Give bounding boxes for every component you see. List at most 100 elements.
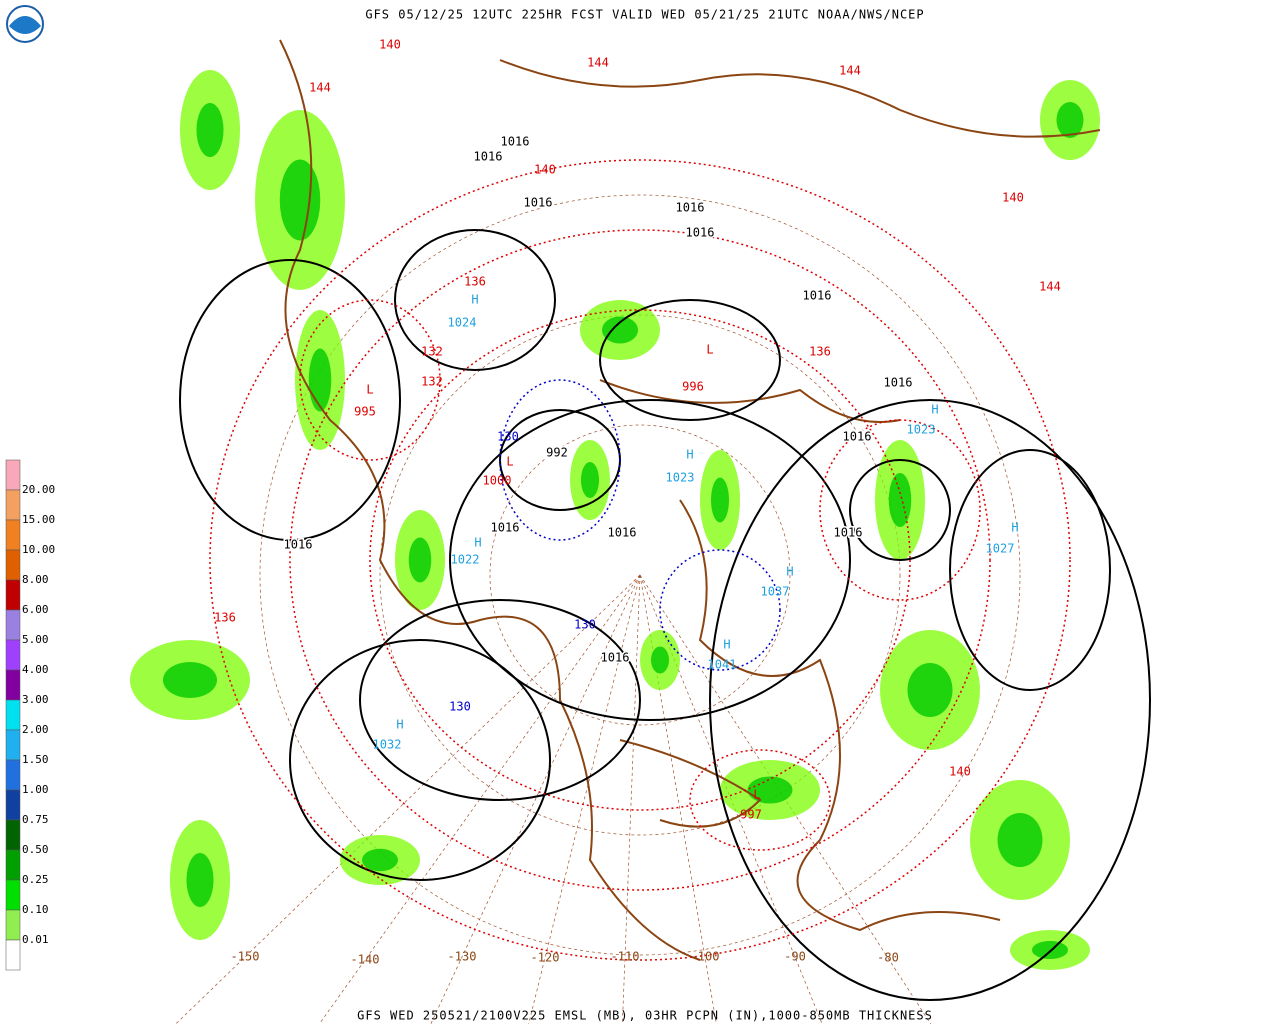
isobar — [359, 599, 641, 801]
thickness-contour — [299, 299, 441, 461]
legend-label: 2.00 — [22, 723, 49, 736]
legend-swatch — [5, 939, 21, 971]
center-pressure: 1023 — [907, 423, 936, 437]
thickness-label: 136 — [214, 611, 236, 625]
thickness-label: 132 — [421, 375, 443, 389]
precip-core — [997, 813, 1043, 867]
center-symbol: H — [396, 718, 403, 732]
thickness-label: 140 — [949, 765, 971, 779]
center-pressure: 1041 — [708, 658, 737, 672]
center-pressure: 1024 — [448, 316, 477, 330]
legend-label: 8.00 — [22, 573, 49, 586]
legend-swatch — [5, 759, 21, 791]
legend-label: 20.00 — [22, 483, 55, 496]
precip-core — [651, 646, 669, 674]
meridian — [639, 574, 932, 1024]
isobar-label: 1016 — [601, 651, 630, 665]
thickness-label: 130 — [497, 430, 519, 444]
precip-core — [196, 103, 224, 157]
center-pressure: 1022 — [451, 553, 480, 567]
longitude-label: -150 — [231, 950, 260, 964]
isobar — [289, 639, 551, 881]
precip-core — [408, 537, 432, 583]
thickness-label: 144 — [839, 64, 861, 78]
legend-swatch — [5, 639, 21, 671]
precip-core — [308, 348, 332, 412]
center-pressure: 1032 — [373, 738, 402, 752]
legend-swatch — [5, 579, 21, 611]
logo-wave — [9, 16, 41, 34]
thickness-contour — [369, 309, 911, 811]
precip-core — [1032, 941, 1068, 959]
isobar-label: 1016 — [884, 376, 913, 390]
center-pressure: 1023 — [666, 471, 695, 485]
legend-swatch — [5, 909, 21, 941]
center-pressure: 1027 — [986, 542, 1015, 556]
precip-legend: 20.00 15.00 10.00 8.00 6.00 5.00 4.00 3.00 2.00 1… — [5, 459, 55, 971]
parallel — [259, 194, 1021, 956]
legend-label: 0.01 — [22, 933, 49, 946]
precip-core — [907, 663, 953, 717]
coastline — [499, 59, 1101, 138]
precip-core — [581, 462, 599, 498]
center-symbol: H — [686, 448, 693, 462]
legend-label: 10.00 — [22, 543, 55, 556]
longitude-label: -120 — [531, 951, 560, 965]
thickness-contour-blue — [499, 379, 621, 541]
precip-core — [186, 853, 214, 907]
legend-swatch — [5, 879, 21, 911]
thickness-label: 140 — [379, 38, 401, 52]
precip-core — [163, 662, 217, 698]
legend-label: 15.00 — [22, 513, 55, 526]
legend-label: 0.75 — [22, 813, 49, 826]
thickness-label: 136 — [464, 275, 486, 289]
coastline — [679, 499, 1001, 932]
legend-swatch — [5, 699, 21, 731]
isobar-label: 1016 — [524, 196, 553, 210]
legend-label: 1.50 — [22, 753, 49, 766]
longitude-label: -140 — [351, 953, 380, 967]
isobar-label: 1016 — [284, 538, 313, 552]
isobar-label: 1016 — [491, 521, 520, 535]
longitude-label: -90 — [784, 950, 806, 964]
legend-label: 0.10 — [22, 903, 49, 916]
longitude-label: -130 — [448, 950, 477, 964]
map-title: GFS 05/12/25 12UTC 225HR FCST VALID WED … — [365, 8, 924, 22]
legend-swatch — [5, 489, 21, 521]
longitude-label: -80 — [877, 951, 899, 965]
isobar — [949, 449, 1111, 691]
meridian — [430, 574, 641, 1024]
precip-core — [888, 473, 912, 527]
legend-label: 5.00 — [22, 633, 49, 646]
precip-core — [602, 316, 638, 344]
isobar — [599, 299, 781, 421]
legend-swatch — [5, 819, 21, 851]
legend-swatch — [5, 609, 21, 641]
isobar-label: 1016 — [501, 135, 530, 149]
longitude-label: -100 — [691, 950, 720, 964]
center-symbol: L — [753, 788, 760, 802]
isobar-label: 1016 — [676, 201, 705, 215]
legend-swatch — [5, 669, 21, 701]
thickness-label: 144 — [1039, 280, 1061, 294]
thickness-label: 136 — [809, 345, 831, 359]
isobar-label: 1016 — [843, 430, 872, 444]
thickness-contour — [289, 229, 991, 891]
isobar — [394, 229, 556, 371]
legend-label: 0.50 — [22, 843, 49, 856]
legend-label: 4.00 — [22, 663, 49, 676]
center-pressure: 1037 — [761, 585, 790, 599]
center-symbol: L — [706, 343, 713, 357]
isobar — [849, 459, 951, 561]
precip-core — [711, 477, 729, 523]
longitude-label: -110 — [611, 950, 640, 964]
center-symbol: H — [1011, 521, 1018, 535]
center-pressure: 996 — [682, 380, 704, 394]
thickness-label: 140 — [534, 163, 556, 177]
center-symbol: L — [506, 455, 513, 469]
legend-swatch — [5, 729, 21, 761]
thickness-label: 132 — [421, 345, 443, 359]
thickness-label: 130 — [449, 700, 471, 714]
map-labels: -150 -140 -130 -120 -110 -100 -90 -80 H 1024 L 995 L… — [214, 38, 1061, 967]
